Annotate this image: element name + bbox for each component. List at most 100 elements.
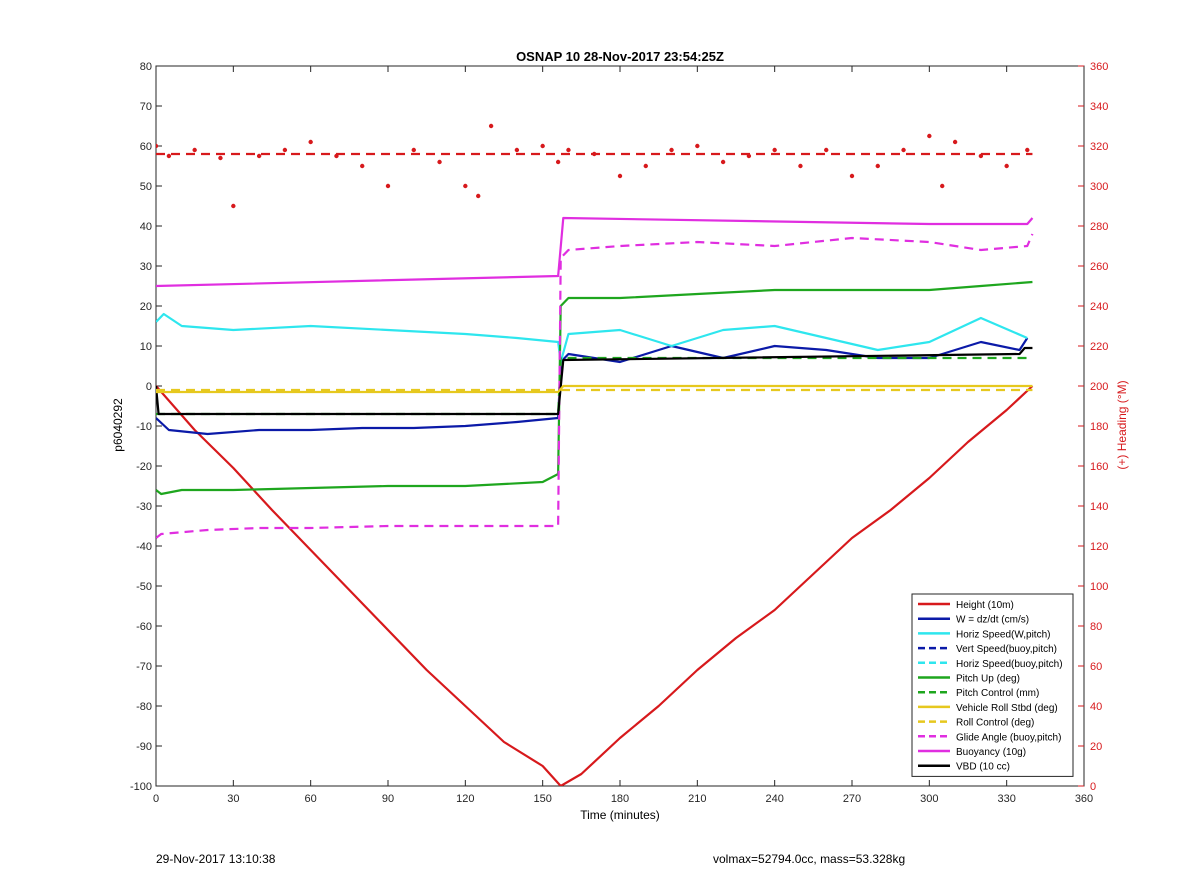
series-heading-point xyxy=(824,147,829,153)
y-tick-label: -50 xyxy=(136,581,152,593)
series-heading-point xyxy=(566,147,571,153)
y-tick-label: 0 xyxy=(146,381,152,393)
series-heading-point xyxy=(282,147,288,153)
legend-label: Pitch Control (mm) xyxy=(956,688,1039,699)
y2-tick-label: 220 xyxy=(1090,341,1108,353)
series-heading-point xyxy=(952,139,958,145)
series-heading-point xyxy=(166,153,172,159)
y-tick-label: -100 xyxy=(130,781,152,793)
legend-label: Height (10m) xyxy=(956,600,1014,611)
series-heading-point xyxy=(617,173,623,179)
y-tick-label: -60 xyxy=(136,621,152,633)
series-heading-point xyxy=(555,159,561,165)
y2-tick-label: 20 xyxy=(1090,741,1102,753)
series-heading-point xyxy=(385,183,391,189)
series-heading-point xyxy=(695,143,700,149)
series-vehicle-roll-stbd-deg-line xyxy=(156,384,1033,394)
series-heading-point xyxy=(669,147,674,153)
y-tick-label: -80 xyxy=(136,701,152,713)
y2-tick-label: 300 xyxy=(1090,181,1108,193)
series-heading-point xyxy=(1004,163,1009,169)
x-tick-label: 240 xyxy=(765,793,783,805)
y2-tick-label: 240 xyxy=(1090,301,1108,313)
y2-tick-label: 100 xyxy=(1090,581,1108,593)
series-heading-point xyxy=(218,155,223,161)
series-heading-point xyxy=(156,143,159,149)
y-axis-label: p6040292 xyxy=(111,398,125,452)
x-tick-label: 60 xyxy=(305,793,317,805)
series-heading-point xyxy=(488,123,494,129)
y-tick-label: 20 xyxy=(140,301,152,313)
y-tick-label: -90 xyxy=(136,741,152,753)
y-tick-label: -10 xyxy=(136,421,152,433)
y-tick-label: 80 xyxy=(140,61,152,73)
y2-tick-label: 340 xyxy=(1090,101,1108,113)
series-heading-point xyxy=(308,139,313,145)
series-heading-point xyxy=(540,143,545,149)
y-tick-label: 10 xyxy=(140,341,152,353)
legend-label: Glide Angle (buoy,pitch) xyxy=(956,732,1061,743)
series-height-10m-line xyxy=(156,385,1034,786)
series-heading-point xyxy=(256,153,262,159)
data-layer xyxy=(156,123,1034,786)
y2-tick-label: 80 xyxy=(1090,621,1102,633)
x-tick-label: 120 xyxy=(456,793,474,805)
series-heading-point xyxy=(875,163,880,169)
series-heading-point xyxy=(1025,147,1030,153)
y2-tick-label: 180 xyxy=(1090,421,1108,433)
legend-label: Pitch Up (deg) xyxy=(956,674,1020,685)
series-pitch-up-deg-line xyxy=(156,280,1033,496)
series-heading-point xyxy=(849,173,855,179)
x-axis-label: Time (minutes) xyxy=(580,808,660,822)
y-tick-label: 40 xyxy=(140,221,152,233)
footer-volmax-mass: volmax=52794.0cc, mass=53.328kg xyxy=(713,852,906,866)
series-heading-point xyxy=(360,163,365,169)
y2-axis-label: (+) Heading (°M) xyxy=(1115,380,1129,469)
legend: Height (10m) W = dz/dt (cm/s) Horiz Speed(… xyxy=(911,593,1074,777)
y-tick-label: -70 xyxy=(136,661,152,673)
legend-box xyxy=(911,593,1074,777)
series-heading-point xyxy=(514,147,520,153)
chart-title: OSNAP 10 28-Nov-2017 23:54:25Z xyxy=(516,49,724,64)
series-heading-point xyxy=(798,163,803,169)
series-heading-point xyxy=(720,159,726,165)
y2-tick-label: 200 xyxy=(1090,381,1108,393)
series-heading-point xyxy=(927,133,932,139)
y-tick-label: 30 xyxy=(140,261,152,273)
series-heading-point xyxy=(476,193,481,199)
y2-tick-label: 280 xyxy=(1090,221,1108,233)
x-tick-label: 210 xyxy=(688,793,706,805)
series-heading-point xyxy=(231,203,236,209)
series-heading-point xyxy=(192,147,197,153)
y2-tick-label: 260 xyxy=(1090,261,1108,273)
series-heading-point xyxy=(463,183,468,189)
series-horiz-speed-w-pitch-line xyxy=(156,312,1028,364)
series-buoyancy-10g-line xyxy=(156,216,1034,288)
x-tick-label: 300 xyxy=(920,793,938,805)
series-heading-point xyxy=(772,147,777,153)
series-vbd-10-cc-line xyxy=(156,346,1033,416)
y2-tick-label: 40 xyxy=(1090,701,1102,713)
y2-tick-label: 320 xyxy=(1090,141,1108,153)
y2-tick-label: 0 xyxy=(1090,781,1096,793)
x-tick-label: 360 xyxy=(1075,793,1093,805)
y-tick-label: -40 xyxy=(136,541,152,553)
series-heading-point xyxy=(643,163,648,169)
legend-label: VBD (10 cc) xyxy=(956,762,1010,773)
legend-label: Vert Speed(buoy,pitch) xyxy=(956,644,1057,655)
y-tick-label: -30 xyxy=(136,501,152,513)
x-tick-label: 30 xyxy=(227,793,239,805)
x-tick-label: 180 xyxy=(611,793,629,805)
legend-label: Vehicle Roll Stbd (deg) xyxy=(956,703,1058,714)
footer-timestamp: 29-Nov-2017 13:10:38 xyxy=(156,852,276,866)
series-heading-point xyxy=(901,147,906,153)
x-tick-label: 0 xyxy=(153,793,159,805)
legend-label: Buoyancy (10g) xyxy=(956,747,1026,758)
x-tick-label: 150 xyxy=(533,793,551,805)
y2-tick-label: 60 xyxy=(1090,661,1102,673)
x-tick-label: 330 xyxy=(997,793,1015,805)
y-tick-label: 70 xyxy=(140,101,152,113)
legend-label: Horiz Speed(buoy,pitch) xyxy=(956,659,1063,670)
y2-tick-label: 140 xyxy=(1090,501,1108,513)
